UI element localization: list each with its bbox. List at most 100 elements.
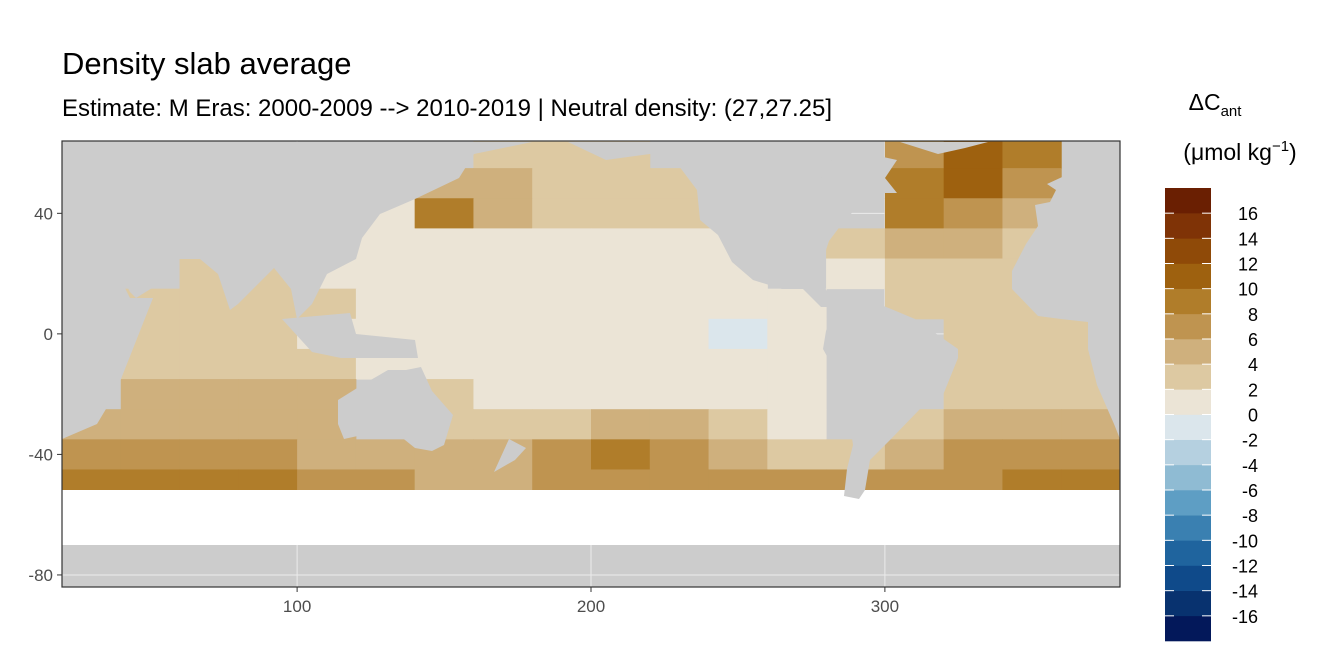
x-tick-label: 300 [871, 597, 899, 616]
cell [767, 318, 827, 350]
europe-africa-west [1012, 142, 1120, 439]
cell [238, 379, 298, 410]
legend-key [1165, 188, 1211, 214]
cell [649, 288, 710, 320]
cell [179, 379, 239, 410]
cell [414, 348, 474, 380]
legend-label: -14 [1232, 582, 1258, 602]
cell [943, 409, 1003, 440]
cell [591, 228, 651, 260]
cell [414, 198, 474, 229]
cell [591, 348, 651, 380]
cell [943, 379, 1003, 410]
legend-key [1165, 414, 1211, 440]
cell [532, 348, 592, 380]
cell [532, 439, 592, 470]
cell [943, 228, 1003, 260]
cell [591, 318, 651, 350]
legend-key [1165, 364, 1211, 390]
legend-label: -10 [1232, 531, 1258, 551]
cell [1002, 348, 1062, 380]
cell [532, 409, 592, 440]
cell [238, 409, 298, 440]
legend-label: -2 [1242, 431, 1258, 451]
legend-label: 12 [1238, 255, 1258, 275]
cell [532, 198, 592, 229]
cell [649, 228, 710, 260]
legend-label: -8 [1242, 506, 1258, 526]
greenland [900, 142, 988, 154]
y-tick-label: 40 [34, 204, 53, 223]
legend-unit: (μmol kg−1) [1183, 138, 1296, 165]
cell [1002, 379, 1062, 410]
cell [532, 379, 592, 410]
cell [708, 348, 768, 380]
legend-label: 10 [1238, 280, 1258, 300]
cell [62, 439, 122, 470]
cell [532, 288, 592, 320]
cell [355, 258, 416, 290]
cell [884, 168, 945, 199]
cell [708, 318, 768, 350]
cell [1002, 409, 1062, 440]
cell [120, 409, 181, 440]
cell [591, 409, 651, 440]
cell [884, 258, 945, 290]
cell [179, 318, 239, 350]
cell [238, 439, 298, 470]
cell [532, 168, 592, 199]
legend-key [1165, 213, 1211, 239]
cell [1002, 141, 1062, 169]
cell [943, 288, 1003, 320]
cell [767, 379, 827, 410]
legend-label: -6 [1242, 481, 1258, 501]
new-zealand [494, 439, 526, 472]
cell [355, 288, 416, 320]
cell [649, 409, 710, 440]
africa-east [62, 229, 153, 439]
legend-unit-close: ) [1289, 139, 1297, 165]
legend-label: 2 [1248, 380, 1258, 400]
legend-key [1165, 590, 1211, 617]
legend-key [1165, 439, 1211, 466]
cell [591, 258, 651, 290]
cell [649, 258, 710, 290]
cell [767, 348, 827, 380]
cell [943, 258, 1003, 290]
cell [414, 228, 474, 260]
cell [591, 439, 651, 470]
legend-label: -16 [1232, 607, 1258, 627]
legend-key [1165, 389, 1211, 415]
legend-label: -12 [1232, 557, 1258, 577]
cell [473, 288, 533, 320]
cell [884, 228, 945, 260]
cell [473, 409, 533, 440]
cell [179, 348, 239, 380]
cell [767, 409, 827, 440]
cell [649, 348, 710, 380]
raster [62, 141, 1121, 501]
cell [179, 409, 239, 440]
cell [297, 439, 357, 470]
legend-key [1165, 515, 1211, 541]
legend-key [1165, 464, 1211, 491]
legend-label: 4 [1248, 355, 1258, 375]
cell [943, 318, 1003, 350]
south-america [823, 298, 958, 499]
legend-key [1165, 490, 1211, 516]
cell [1002, 439, 1062, 470]
legend-unit-text: (μmol kg [1183, 139, 1272, 165]
cell [826, 258, 886, 290]
cell [414, 288, 474, 320]
eurasia [62, 142, 532, 319]
cell [473, 379, 533, 410]
cell [473, 348, 533, 380]
cell [120, 379, 181, 410]
australia [338, 367, 453, 451]
legend-key [1165, 238, 1211, 264]
cell [649, 379, 710, 410]
legend-key [1165, 313, 1211, 340]
legend-unit-exponent: −1 [1272, 138, 1289, 155]
y-tick-label: -40 [28, 445, 53, 464]
